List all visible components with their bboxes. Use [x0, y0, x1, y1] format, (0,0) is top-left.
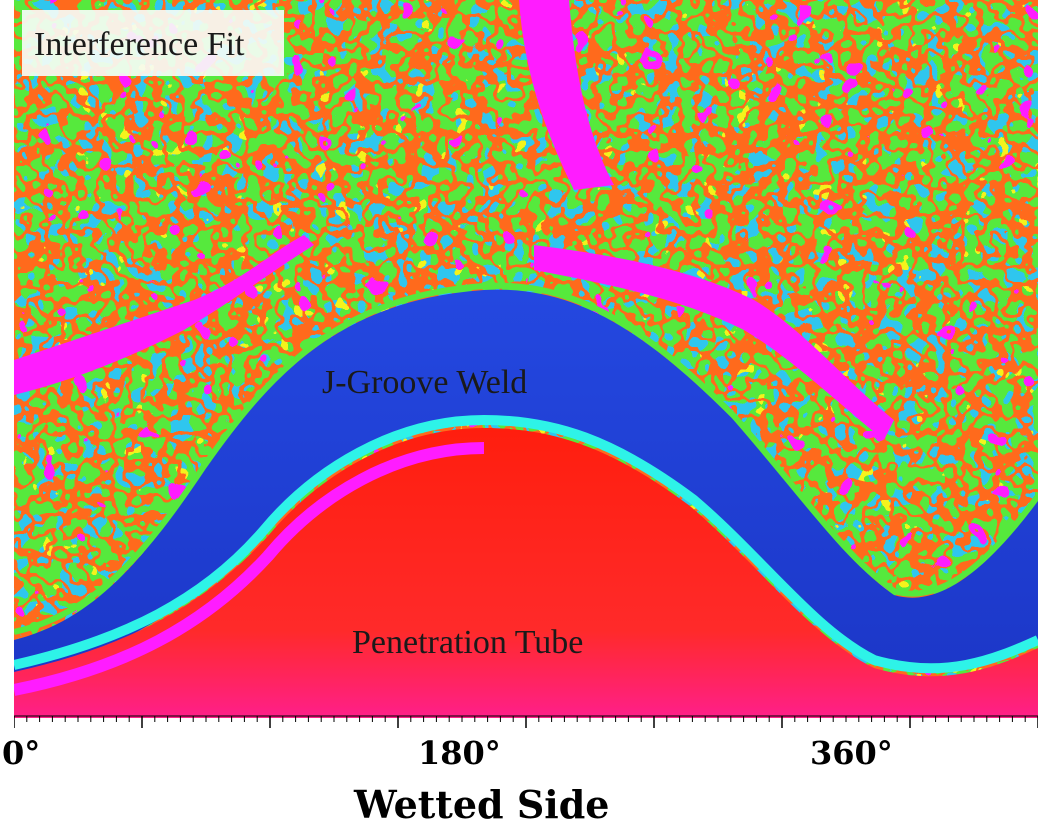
tick-label-180: 180°	[418, 734, 501, 772]
title-box	[22, 10, 284, 76]
axis-title: Wetted Side	[354, 782, 610, 827]
tick-label-0: 0°	[2, 734, 41, 772]
tube-magenta-edge	[14, 442, 485, 696]
image-title: Interference Fit	[34, 26, 245, 63]
magenta-streak-top	[519, 0, 614, 190]
penetration-tube	[14, 428, 1038, 718]
magenta-streak-right	[534, 245, 894, 440]
weld-region-label: J-Groove Weld	[322, 364, 528, 401]
degree-axis	[14, 715, 1038, 728]
weld-band-outer-edge	[14, 282, 1038, 635]
weld-band-cyan-edge	[14, 414, 1038, 674]
tick-label-360: 360°	[810, 734, 893, 772]
ultrasonic-scan-image	[14, 0, 1038, 718]
tube-region-label: Penetration Tube	[352, 624, 584, 661]
magenta-streak-left	[14, 235, 314, 395]
